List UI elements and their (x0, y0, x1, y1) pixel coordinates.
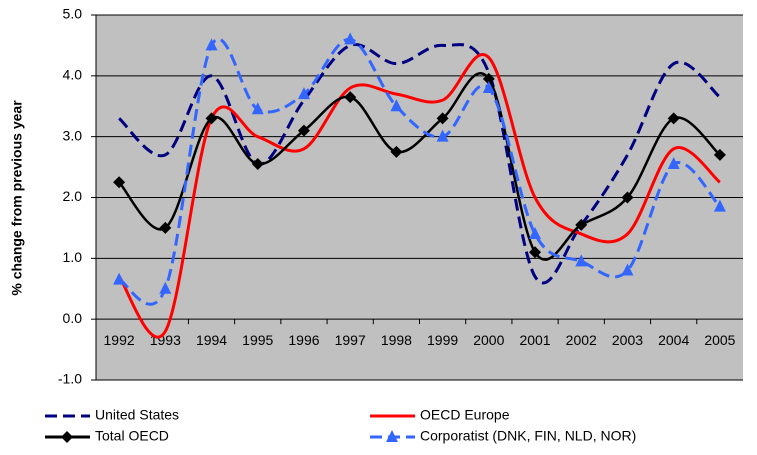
x-tick-label: 2001 (519, 332, 550, 348)
point-marker (344, 91, 357, 104)
x-tick-label: 2000 (473, 332, 504, 348)
y-tick-label: 1.0 (63, 249, 83, 265)
x-tick-label: 1993 (150, 332, 181, 348)
x-tick-label: 1992 (104, 332, 135, 348)
point-marker (344, 32, 357, 45)
x-tick-label: 2002 (566, 332, 597, 348)
x-tick-label: 1999 (427, 332, 458, 348)
point-marker (482, 72, 495, 85)
point-marker (251, 102, 264, 115)
point-marker (621, 263, 634, 276)
point-marker (205, 112, 218, 125)
point-marker (159, 281, 172, 294)
x-tick-label: 1997 (335, 332, 366, 348)
x-tick-label: 1996 (288, 332, 319, 348)
y-tick-label: 0.0 (63, 310, 83, 326)
legend-label: OECD Europe (420, 407, 510, 423)
y-tick-label: 5.0 (63, 6, 83, 22)
point-marker (390, 99, 403, 112)
series-line (117, 53, 721, 339)
y-tick-label: 4.0 (63, 67, 83, 83)
legend-label: Total OECD (95, 428, 169, 444)
point-marker (667, 157, 680, 170)
point-marker (113, 176, 126, 189)
point-marker (390, 145, 403, 158)
point-marker (575, 218, 588, 231)
point-marker (621, 191, 634, 204)
point-marker (482, 81, 495, 93)
legend-label: Corporatist (DNK, FIN, NLD, NOR) (420, 428, 636, 444)
y-tick-label: 2.0 (63, 188, 83, 204)
point-marker (575, 254, 588, 267)
point-marker (61, 431, 73, 443)
point-marker (251, 158, 264, 171)
point-marker (529, 246, 542, 259)
point-marker (667, 112, 680, 125)
legend-label: United States (95, 407, 179, 423)
point-marker (529, 227, 542, 239)
y-tick-label: -1.0 (58, 371, 82, 387)
point-marker (297, 87, 310, 100)
point-marker (436, 112, 449, 125)
series-line (118, 37, 722, 306)
point-marker (113, 272, 126, 285)
point-marker (713, 199, 726, 212)
point-marker (713, 148, 726, 161)
point-marker (297, 124, 310, 137)
point-marker (386, 430, 398, 442)
x-tick-label: 2004 (658, 332, 689, 348)
point-marker (436, 129, 449, 142)
x-tick-label: 2003 (612, 332, 643, 348)
y-axis-title: % change from previous year (9, 100, 25, 296)
x-tick-label: 1994 (196, 332, 227, 348)
point-marker (205, 38, 218, 51)
point-marker (159, 221, 172, 234)
y-tick-label: 3.0 (63, 127, 83, 143)
x-tick-label: 2005 (704, 332, 735, 348)
x-tick-label: 1998 (381, 332, 412, 348)
series-line (118, 42, 721, 285)
x-tick-label: 1995 (242, 332, 273, 348)
